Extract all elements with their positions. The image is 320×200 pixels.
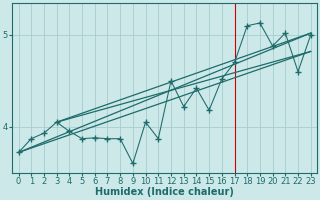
- X-axis label: Humidex (Indice chaleur): Humidex (Indice chaleur): [95, 187, 234, 197]
